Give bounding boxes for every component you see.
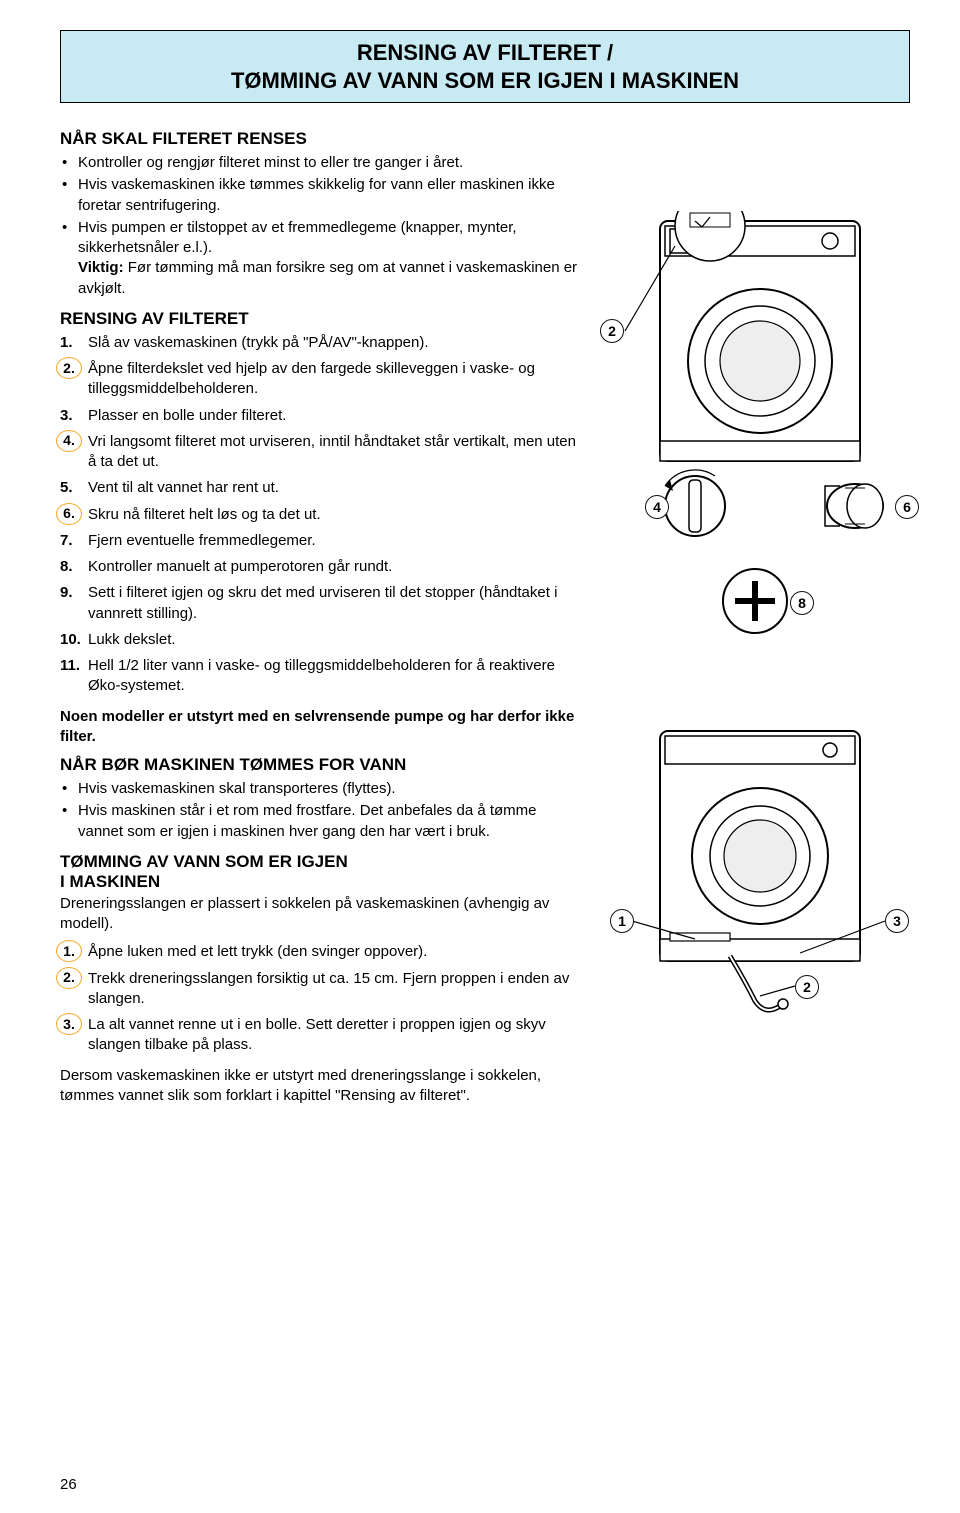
step: 7. Fjern eventuelle fremmedlegemer. [60, 531, 580, 551]
step-text: La alt vannet renne ut i en bolle. Sett … [88, 1016, 546, 1053]
step-number: 1. [60, 333, 80, 353]
callout-2: 2 [600, 319, 624, 343]
heading-draining-l1: TØMMING AV VANN SOM ER IGJEN [60, 852, 348, 871]
step-text: Plasser en bolle under filteret. [88, 407, 286, 424]
content-columns: NÅR SKAL FILTERET RENSES Kontroller og r… [60, 121, 910, 1114]
step: 6.Skru nå filteret helt løs og ta det ut… [60, 505, 580, 525]
step-number: 8. [60, 557, 80, 577]
page-title-line1: RENSING AV FILTERET / [73, 39, 897, 67]
step-text: Åpne luken med et lett trykk (den svinge… [88, 943, 427, 960]
heading-draining-l2: I MASKINEN [60, 872, 160, 891]
callout-2: 2 [795, 975, 819, 999]
step-text: Vri langsomt filteret mot urviseren, inn… [88, 433, 576, 470]
draining-closing: Dersom vaskemaskinen ikke er utstyrt med… [60, 1066, 580, 1107]
step: 10. Lukk dekslet. [60, 630, 580, 650]
step-text: Lukk dekslet. [88, 631, 176, 648]
step: 9. Sett i filteret igjen og skru det med … [60, 583, 580, 624]
page-title-line2: TØMMING AV VANN SOM ER IGJEN I MASKINEN [73, 67, 897, 95]
step-number: 2. [56, 967, 82, 989]
step: 2.Åpne filterdekslet ved hjelp av den fa… [60, 359, 580, 400]
washer-drain-illustration [600, 721, 920, 1021]
step-text: Hell 1/2 liter vann i vaske- og tilleggs… [88, 657, 555, 694]
step: 3. Plasser en bolle under filteret. [60, 406, 580, 426]
washer-filter-illustration [600, 211, 920, 641]
step-number: 6. [56, 503, 82, 525]
step-text: Kontroller manuelt at pumperotoren går r… [88, 558, 392, 575]
step-number: 7. [60, 531, 80, 551]
steps-cleaning: 1. Slå av vaskemaskinen (trykk på "PÅ/AV"… [60, 333, 580, 697]
draining-intro: Dreneringsslangen er plassert i sokkelen… [60, 894, 580, 935]
step-number: 2. [56, 357, 82, 379]
step-number: 1. [56, 940, 82, 962]
callout-3: 3 [885, 909, 909, 933]
note-selfcleaning: Noen modeller er utstyrt med en selvrens… [60, 707, 580, 748]
page-title-box: RENSING AV FILTERET / TØMMING AV VANN SO… [60, 30, 910, 103]
important-rest: Før tømming må man forsikre seg om at va… [78, 259, 577, 296]
step: 4.Vri langsomt filteret mot urviseren, i… [60, 432, 580, 473]
heading-when-drain: NÅR BØR MASKINEN TØMMES FOR VANN [60, 755, 580, 775]
step: 2.Trekk dreneringsslangen forsiktig ut c… [60, 969, 580, 1010]
page-number: 26 [60, 1476, 77, 1493]
step-number: 10. [60, 630, 81, 650]
step-text: Åpne filterdekslet ved hjelp av den farg… [88, 360, 535, 397]
step-text: Slå av vaskemaskinen (trykk på "PÅ/AV"-k… [88, 334, 429, 351]
step: 8. Kontroller manuelt at pumperotoren går… [60, 557, 580, 577]
callout-8: 8 [790, 591, 814, 615]
bullet-item: Hvis maskinen står i et rom med frostfar… [60, 801, 580, 842]
bullet-item: Hvis pumpen er tilstoppet av et fremmedl… [60, 218, 580, 299]
step-number: 3. [56, 1013, 82, 1035]
callout-6: 6 [895, 495, 919, 519]
diagram-filter: 2 4 6 8 [600, 211, 920, 641]
bullets-when-clean: Kontroller og rengjør filteret minst to … [60, 153, 580, 299]
steps-draining: 1.Åpne luken med et lett trykk (den svin… [60, 942, 580, 1055]
step-number: 3. [60, 406, 80, 426]
manual-page: RENSING AV FILTERET / TØMMING AV VANN SO… [0, 0, 960, 1513]
step-number: 5. [60, 478, 80, 498]
bullet-item: Hvis vaskemaskinen ikke tømmes skikkelig… [60, 175, 580, 216]
step-number: 11. [60, 656, 80, 676]
step-text: Sett i filteret igjen og skru det med ur… [88, 584, 557, 621]
step: 1.Åpne luken med et lett trykk (den svin… [60, 942, 580, 962]
step-text: Vent til alt vannet har rent ut. [88, 479, 279, 496]
step-text: Skru nå filteret helt løs og ta det ut. [88, 506, 321, 523]
step: 5. Vent til alt vannet har rent ut. [60, 478, 580, 498]
step-text: Fjern eventuelle fremmedlegemer. [88, 532, 316, 549]
bullet-item: Kontroller og rengjør filteret minst to … [60, 153, 580, 173]
step: 3.La alt vannet renne ut i en bolle. Set… [60, 1015, 580, 1056]
bullets-when-drain: Hvis vaskemaskinen skal transporteres (f… [60, 779, 580, 842]
step: 1. Slå av vaskemaskinen (trykk på "PÅ/AV"… [60, 333, 580, 353]
left-column: NÅR SKAL FILTERET RENSES Kontroller og r… [60, 121, 580, 1114]
callout-1: 1 [610, 909, 634, 933]
heading-when-clean: NÅR SKAL FILTERET RENSES [60, 129, 580, 149]
right-column: 2 4 6 8 [600, 121, 920, 1114]
bullet-item: Hvis vaskemaskinen skal transporteres (f… [60, 779, 580, 799]
callout-4: 4 [645, 495, 669, 519]
step: 11. Hell 1/2 liter vann i vaske- og tille… [60, 656, 580, 697]
heading-cleaning: RENSING AV FILTERET [60, 309, 580, 329]
bullet-text: Hvis pumpen er tilstoppet av et fremmedl… [78, 219, 517, 256]
diagram-drain: 1 2 3 [600, 721, 920, 1021]
important-prefix: Viktig: [78, 259, 124, 276]
step-number: 9. [60, 583, 80, 603]
heading-draining: TØMMING AV VANN SOM ER IGJEN I MASKINEN [60, 852, 580, 892]
step-text: Trekk dreneringsslangen forsiktig ut ca.… [88, 970, 569, 1007]
step-number: 4. [56, 430, 82, 452]
